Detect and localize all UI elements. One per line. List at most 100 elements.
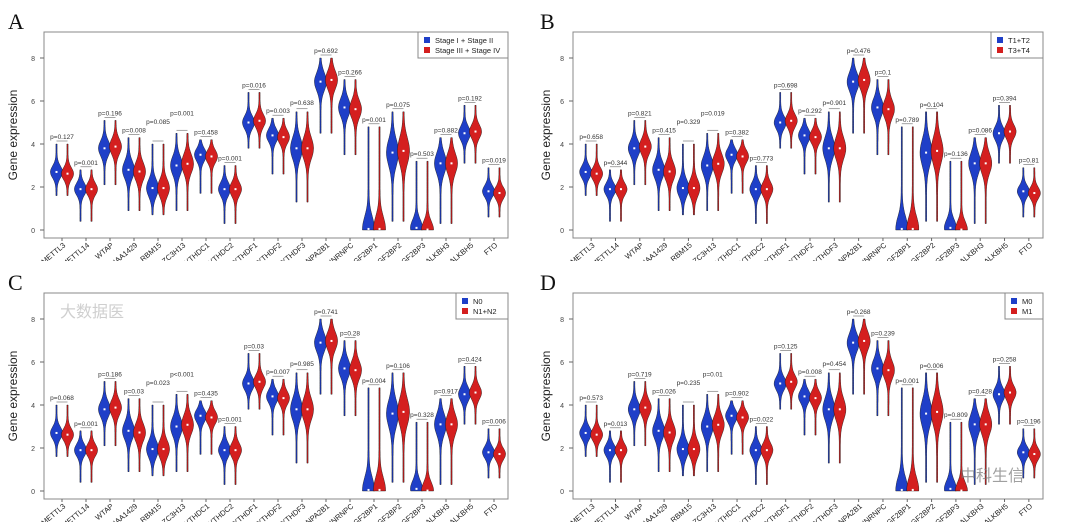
violin-group2 [421,421,434,492]
violin-chart: B Gene expression 0 2 4 6 8 p=0.658 METTL3 p=0.34… [540,9,1044,261]
x-tick-label: ZC3H13 [160,502,187,522]
median-dot [402,149,405,152]
x-tick-label: YTHDF2 [787,241,815,261]
median-dot [474,391,477,394]
violin-chart: A Gene expression 0 2 4 6 8 p=0.127 METTL3 p=0.00… [6,9,509,261]
legend-swatch-group2 [997,47,1003,53]
x-tick-label: METTL3 [569,241,597,261]
median-dot [138,170,141,173]
legend-label: T3+T4 [1008,46,1030,55]
legend-box [1004,292,1044,320]
median-dot [876,367,879,370]
p-value-label: p=0.573 [579,395,603,402]
median-dot [595,172,598,175]
median-dot [234,188,237,191]
median-dot [354,369,357,372]
violin-group1 [676,143,690,216]
p-value-label: p=0.28 [340,331,360,338]
median-dot [692,187,695,190]
violin-group1 [992,105,1006,164]
p-value-label: p=0.196 [98,110,122,117]
violin-group2 [614,169,628,222]
plot-frame [572,31,1044,239]
median-dot [223,449,226,452]
violin-group2 [133,137,146,211]
median-dot [1022,190,1025,193]
violin-group1 [74,169,87,222]
violin-group1 [482,167,495,218]
p-value-label: p=0.085 [146,119,170,126]
violin-group1 [1017,428,1030,479]
violin-group1 [919,372,933,483]
violin-group1 [314,318,327,395]
p-value-label: p=0.329 [677,119,701,126]
median-dot [258,380,261,383]
median-dot [765,449,768,452]
x-tick-label: YTHDC1 [714,502,743,522]
p-value-label: p=0.03 [124,389,144,396]
p-value-label: p=0.104 [920,102,944,109]
y-tick-label: 4 [31,142,35,149]
median-dot [55,170,58,173]
x-tick-label: HNRNPC [858,501,889,522]
x-tick-label: YTHDC1 [714,241,743,261]
violin-group1 [386,111,399,222]
violin-group2 [301,111,314,203]
violin-group2 [857,57,871,134]
violin-group2 [711,133,725,211]
median-dot [367,227,370,230]
median-dot [936,410,939,413]
y-tick-label: 0 [31,489,35,496]
y-axis-label: Gene expression [540,351,553,442]
median-dot [608,188,611,191]
violin-group2 [736,400,749,455]
x-tick-label: ALKBH5 [982,241,1010,261]
median-dot [114,145,117,148]
median-dot [706,425,709,428]
median-dot [1022,451,1025,454]
median-dot [415,226,418,229]
median-dot [450,423,453,426]
p-value-label: p=0.136 [944,151,968,158]
x-tick-label: HNRNPC [325,501,356,522]
p-value-label: p=0.719 [628,371,652,378]
violin-group1 [749,426,763,485]
median-dot [258,119,261,122]
y-tick-label: 6 [31,99,35,106]
violin-group1 [362,126,375,231]
violin-group2 [229,165,242,224]
median-dot [79,188,82,191]
median-dot [247,382,250,385]
median-dot [717,423,720,426]
p-value-label: p=0.638 [290,100,314,107]
violin-group1 [603,430,617,483]
median-dot [463,132,466,135]
p-value-label: p=0.019 [482,158,506,165]
violin-group2 [469,105,482,164]
x-tick-label: YTHDF2 [255,502,283,522]
median-dot [949,226,952,229]
p-value-label: p=0.001 [74,160,98,167]
x-tick-label: KIAA1429 [108,502,140,522]
p-value-label: p=0.008 [798,369,822,376]
median-dot [306,147,309,150]
x-tick-label: YTHDF2 [787,502,815,522]
x-tick-label: METTL14 [60,502,91,522]
median-dot [1009,130,1012,133]
legend-swatch-group2 [424,47,430,53]
panel-label: B [540,9,555,34]
x-tick-label: KIAA1429 [638,241,670,261]
x-tick-label: KIAA1429 [638,502,670,522]
median-dot [887,108,890,111]
violin-chart: C Gene expression 0 2 4 6 8 p=0.068 METTL3 p=0.00… [6,270,509,522]
violin-group1 [871,340,884,417]
median-dot [234,449,237,452]
violin-group2 [181,394,194,472]
legend-swatch-group1 [462,298,468,304]
median-dot [790,119,793,122]
median-dot [960,228,963,231]
median-dot [730,414,733,417]
p-value-label: p=0.882 [434,128,458,135]
violin-group1 [98,381,111,447]
p-value-label: p=0.001 [218,417,242,424]
